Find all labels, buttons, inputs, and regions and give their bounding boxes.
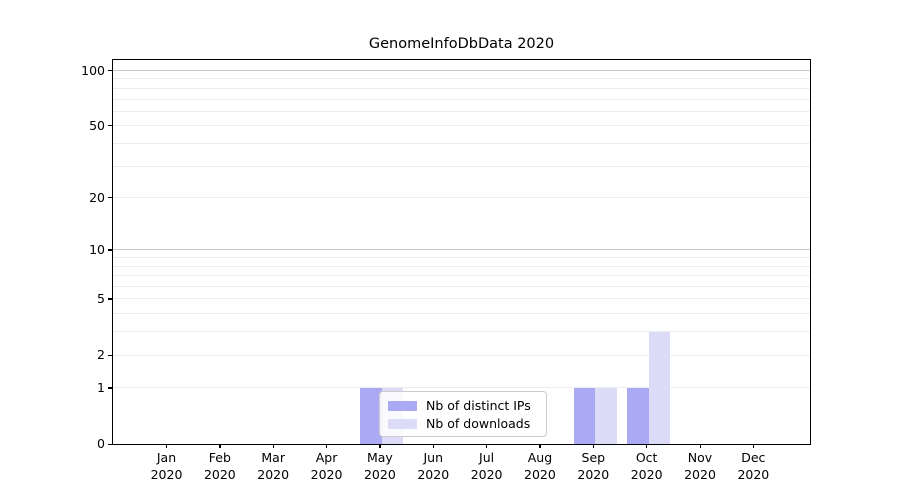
- bar-downloads-sep: [595, 387, 617, 444]
- gridline-minor: [113, 354, 810, 356]
- gridline-minor: [113, 165, 810, 167]
- gridline-minor: [113, 387, 810, 389]
- gridline-minor: [113, 298, 810, 300]
- gridline-minor: [113, 257, 810, 259]
- x-tick-label: Apr 2020: [310, 450, 343, 482]
- gridline-minor: [113, 125, 810, 127]
- x-tick-label: Jan 2020: [150, 450, 183, 482]
- bar-distinct-ips-sep: [573, 387, 596, 444]
- gridline-minor: [113, 110, 810, 112]
- x-tick-label: Oct 2020: [630, 450, 663, 482]
- gridline-minor: [113, 87, 810, 89]
- x-tickmark: [379, 444, 381, 448]
- gridline-major: [113, 249, 810, 251]
- gridline-minor: [113, 331, 810, 333]
- bar-distinct-ips-oct: [627, 387, 649, 444]
- y-tickmark: [108, 387, 112, 389]
- y-tickmark: [108, 125, 112, 127]
- gridline-minor: [113, 98, 810, 100]
- y-tickmark: [108, 298, 112, 300]
- y-tick-label: 0: [97, 436, 105, 451]
- x-tick-label: Nov 2020: [684, 450, 716, 482]
- y-tickmark: [108, 70, 112, 72]
- x-tickmark: [219, 444, 221, 448]
- gridline-minor: [113, 197, 810, 199]
- y-tickmark: [108, 354, 112, 356]
- y-tickmark: [108, 197, 112, 199]
- x-tickmark: [539, 444, 541, 448]
- legend-swatch-downloads-icon: [388, 418, 417, 429]
- x-tickmark: [592, 444, 594, 448]
- x-tick-label: Jul 2020: [470, 450, 503, 482]
- legend-item-distinct-ips: Nb of distinct IPs: [388, 397, 538, 414]
- gridline-minor: [113, 142, 810, 144]
- legend-swatch-distinct-ips-icon: [388, 400, 417, 411]
- x-tick-label: Dec 2020: [737, 450, 770, 482]
- legend-item-downloads: Nb of downloads: [388, 415, 538, 432]
- x-tick-label: Aug 2020: [524, 450, 556, 482]
- x-tickmark: [486, 444, 488, 448]
- y-tick-label: 10: [89, 241, 105, 257]
- legend-label-downloads: Nb of downloads: [426, 416, 531, 431]
- x-tick-label: Feb 2020: [203, 450, 236, 482]
- gridline-minor: [113, 265, 810, 267]
- x-tick-label: Mar 2020: [257, 450, 290, 482]
- x-tick-label: Jun 2020: [417, 450, 450, 482]
- x-tick-label: Sep 2020: [577, 450, 610, 482]
- gridline-minor: [113, 313, 810, 315]
- x-tickmark: [326, 444, 328, 448]
- chart-title: GenomeInfoDbData 2020: [368, 36, 555, 52]
- x-tickmark: [272, 444, 274, 448]
- y-tickmark: [108, 443, 112, 445]
- bar-downloads-oct: [648, 331, 671, 444]
- x-tick-label: May 2020: [363, 450, 396, 482]
- x-tickmark: [432, 444, 434, 448]
- x-tickmark: [646, 444, 648, 448]
- gridline-minor: [113, 78, 810, 80]
- y-tickmark: [108, 249, 112, 251]
- y-tick-label: 1: [97, 379, 105, 395]
- y-tick-label: 20: [89, 189, 105, 205]
- x-tickmark: [166, 444, 168, 448]
- gridline-minor: [113, 286, 810, 288]
- y-tick-label: 50: [89, 117, 105, 133]
- gridline-minor: [113, 275, 810, 277]
- y-tick-label: 100: [81, 62, 105, 78]
- legend: Nb of distinct IPs Nb of downloads: [379, 391, 547, 437]
- y-tick-label: 2: [97, 347, 105, 363]
- y-tick-label: 5: [97, 290, 105, 306]
- bar-distinct-ips-may: [360, 387, 382, 444]
- x-tickmark: [699, 444, 701, 448]
- gridline-major: [113, 70, 810, 71]
- x-tickmark: [752, 444, 755, 448]
- legend-label-distinct-ips: Nb of distinct IPs: [426, 398, 531, 413]
